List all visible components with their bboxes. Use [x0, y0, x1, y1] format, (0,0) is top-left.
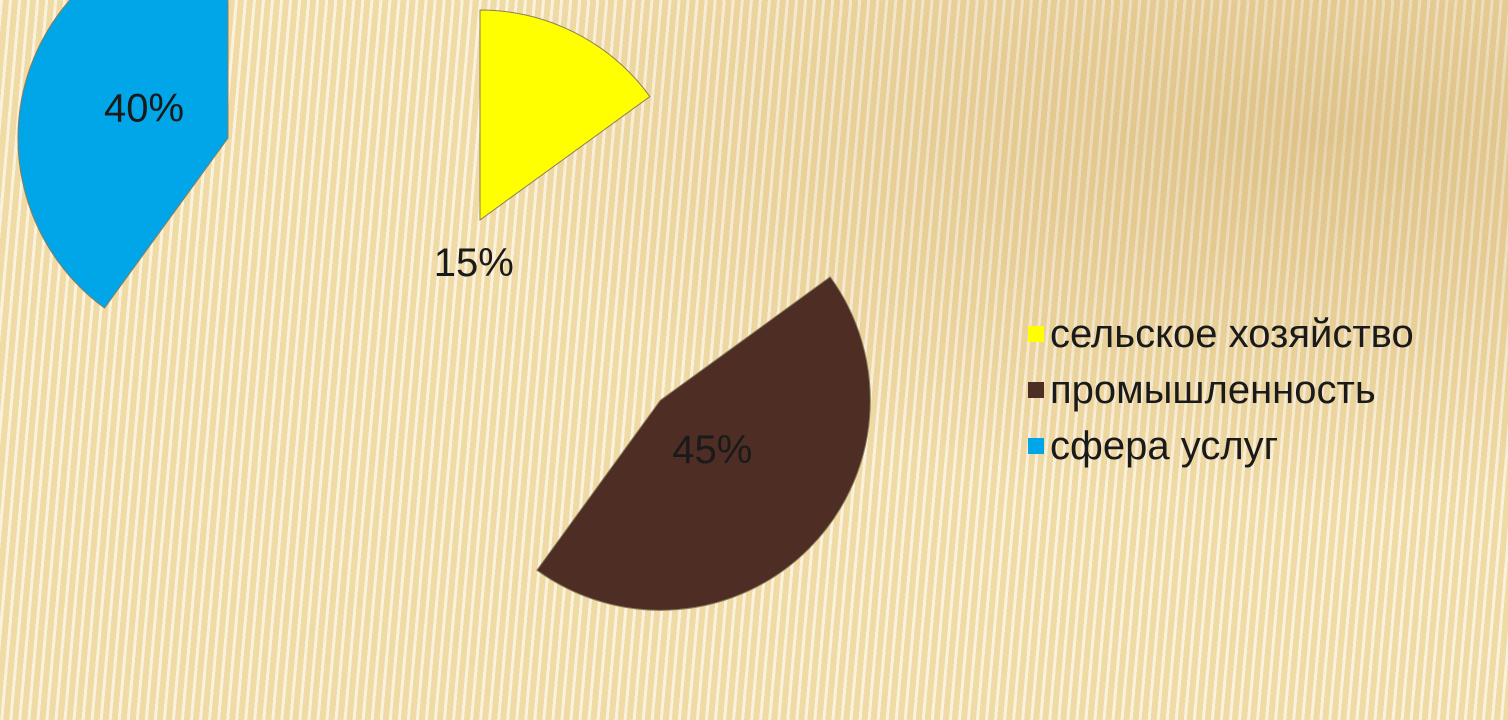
legend-label-services: сфера услуг — [1050, 424, 1279, 468]
legend-item-industry: промышленность — [1028, 362, 1414, 418]
pie-slice-services — [17, 0, 229, 309]
data-label-services: 40% — [104, 86, 184, 130]
legend-label-industry: промышленность — [1050, 368, 1376, 412]
chart-legend: сельское хозяйство промышленность сфера … — [1028, 306, 1414, 474]
legend-item-agriculture: сельское хозяйство — [1028, 306, 1414, 362]
legend-swatch-agriculture — [1028, 326, 1044, 342]
legend-label-agriculture: сельское хозяйство — [1050, 312, 1414, 356]
legend-swatch-services — [1028, 438, 1044, 454]
pie-slice-agriculture — [479, 9, 651, 221]
pie-slice-industry — [536, 276, 871, 611]
legend-item-services: сфера услуг — [1028, 418, 1414, 474]
legend-swatch-industry — [1028, 382, 1044, 398]
data-label-industry: 45% — [672, 428, 752, 472]
data-label-agriculture: 15% — [434, 241, 514, 285]
